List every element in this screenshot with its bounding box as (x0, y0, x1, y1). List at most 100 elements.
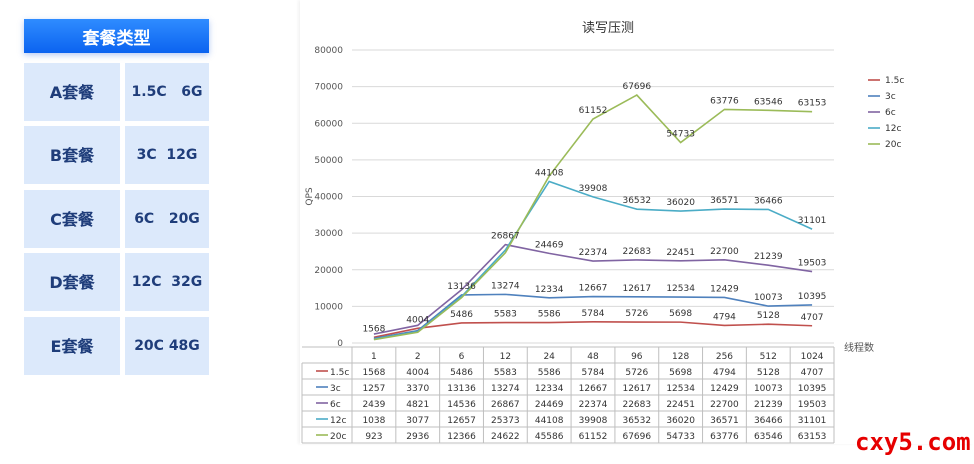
data-label: 61152 (579, 106, 608, 116)
data-label: 12667 (579, 284, 608, 294)
table-cell: 923 (365, 432, 382, 442)
chart-title: 读写压测 (582, 21, 634, 36)
y-tick-label: 50000 (314, 156, 343, 166)
table-cell: 1257 (362, 384, 385, 394)
table-series-label: 1.5c (330, 368, 349, 378)
table-cell: 39908 (579, 416, 608, 426)
table-cell: 5726 (625, 368, 648, 378)
y-tick-label: 40000 (314, 193, 343, 203)
package-row-e: E套餐 20C 48G (24, 317, 209, 375)
data-label: 22374 (579, 248, 608, 258)
table-cell: 4707 (801, 368, 824, 378)
table-cell: 36571 (710, 416, 739, 426)
package-type-header: 套餐类型 (24, 19, 209, 53)
data-label: 5128 (757, 311, 780, 321)
package-row-b: B套餐 3C 12G (24, 126, 209, 184)
table-cell: 12617 (622, 384, 651, 394)
table-cell: 10395 (798, 384, 827, 394)
data-label: 4794 (713, 312, 736, 322)
data-label: 5784 (582, 309, 605, 319)
package-row-c: C套餐 6C 20G (24, 190, 209, 248)
table-cell: 54733 (666, 432, 695, 442)
series-line-6c (373, 243, 813, 335)
data-label: 63776 (710, 96, 739, 106)
data-label: 36466 (754, 196, 783, 206)
legend-label: 3c (885, 92, 896, 102)
table-cell: 12657 (447, 416, 476, 426)
y-axis-label: QPS (305, 187, 315, 206)
table-cell: 19503 (798, 400, 827, 410)
x-tick-label: 24 (543, 352, 555, 362)
y-tick-label: 60000 (314, 119, 343, 129)
site-watermark: cxy5.com (855, 428, 971, 456)
data-label: 12617 (622, 284, 651, 294)
table-cell: 21239 (754, 400, 783, 410)
table-cell: 22700 (710, 400, 739, 410)
legend-label: 20c (885, 140, 901, 150)
data-label: 5486 (450, 310, 473, 320)
table-cell: 12334 (535, 384, 564, 394)
table-cell: 61152 (579, 432, 608, 442)
table-cell: 12667 (579, 384, 608, 394)
table-cell: 3370 (406, 384, 429, 394)
table-cell: 4004 (406, 368, 429, 378)
x-tick-label: 48 (587, 352, 599, 362)
x-axis-label: 线程数 (844, 341, 874, 354)
table-series-label: 3c (330, 384, 341, 394)
data-label: 36571 (710, 196, 739, 206)
package-row-a: A套餐 1.5C 6G (24, 63, 209, 121)
package-row-d: D套餐 12C 32G (24, 253, 209, 311)
data-label: 19503 (798, 259, 827, 269)
table-cell: 1038 (362, 416, 385, 426)
table-cell: 14536 (447, 400, 476, 410)
data-label: 21239 (754, 252, 783, 262)
table-cell: 5583 (494, 368, 517, 378)
data-label: 39908 (579, 184, 608, 194)
data-label: 4707 (801, 313, 824, 323)
table-cell: 12534 (666, 384, 695, 394)
table-cell: 4794 (713, 368, 736, 378)
package-name: B套餐 (24, 126, 120, 184)
package-name: E套餐 (24, 317, 120, 375)
data-label: 63546 (754, 97, 783, 107)
x-tick-label: 256 (716, 352, 733, 362)
package-spec: 3C 12G (125, 126, 209, 184)
package-spec: 6C 20G (125, 190, 209, 248)
table-cell: 67696 (622, 432, 651, 442)
data-label: 10395 (798, 292, 827, 302)
table-cell: 12366 (447, 432, 476, 442)
table-cell: 13274 (491, 384, 520, 394)
data-label: 13274 (491, 281, 520, 291)
table-cell: 2439 (362, 400, 385, 410)
legend-label: 6c (885, 108, 896, 118)
series-line-1-5c (373, 321, 813, 339)
package-spec: 20C 48G (125, 317, 209, 375)
table-cell: 4821 (406, 400, 429, 410)
data-label: 22451 (666, 248, 695, 258)
data-label: 1568 (362, 324, 385, 334)
table-cell: 5698 (669, 368, 692, 378)
x-tick-label: 128 (672, 352, 689, 362)
data-label: 5586 (538, 310, 561, 320)
x-tick-label: 96 (631, 352, 643, 362)
legend-label: 1.5c (885, 76, 904, 86)
table-cell: 36466 (754, 416, 783, 426)
y-tick-label: 10000 (314, 302, 343, 312)
qps-line-chart: 读写压测 0 10000 20000 30000 40000 50000 60000 70000… (301, 21, 904, 444)
package-name: A套餐 (24, 63, 120, 121)
table-cell: 13136 (447, 384, 476, 394)
table-cell: 5586 (538, 368, 561, 378)
x-tick-label: 12 (500, 352, 511, 362)
table-cell: 63153 (798, 432, 827, 442)
y-tick-label: 30000 (314, 229, 343, 239)
data-label: 12534 (666, 284, 695, 294)
y-tick-label: 20000 (314, 266, 343, 276)
y-tick-label: 0 (337, 339, 343, 349)
y-tick-label: 80000 (314, 46, 343, 56)
data-label: 22700 (710, 247, 739, 257)
table-cell: 22374 (579, 400, 608, 410)
table-series-label: 6c (330, 400, 341, 410)
data-label: 5726 (625, 309, 648, 319)
package-spec: 1.5C 6G (125, 63, 209, 121)
table-cell: 5128 (757, 368, 780, 378)
